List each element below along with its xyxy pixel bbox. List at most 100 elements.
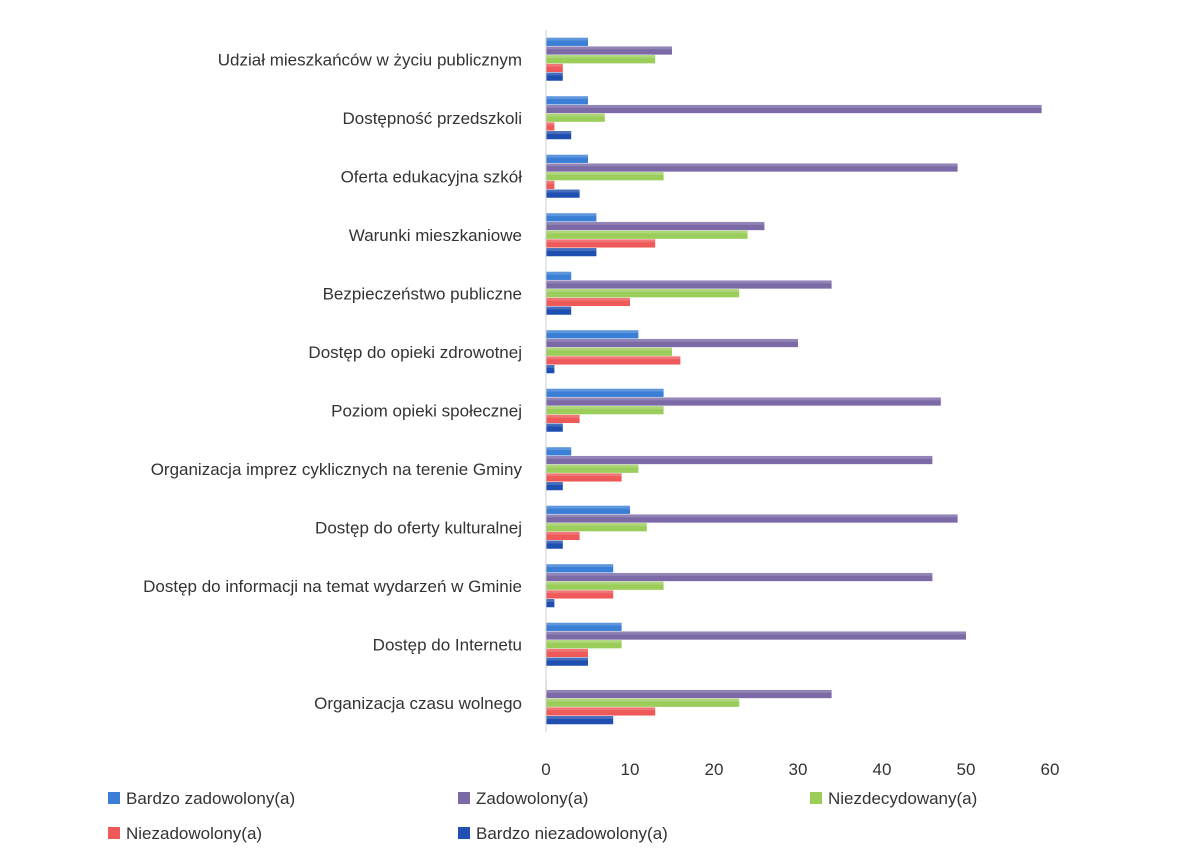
bar [546,599,555,608]
bar [546,172,664,181]
bar-highlight [546,523,647,527]
bar-highlight [546,707,656,711]
x-tick-label: 0 [541,760,550,779]
bar-group [546,213,765,257]
bar-group [546,96,1042,140]
bar [546,338,798,348]
bar-highlight [546,423,563,427]
bar-highlight [546,406,664,410]
legend-item: Bardzo niezadowolony(a) [458,824,668,843]
legend-swatch [810,792,822,804]
bar-highlight [546,689,832,693]
bar-highlight [546,248,597,251]
legend: Bardzo zadowolony(a) Zadowolony(a) Niezdec… [108,789,977,843]
bar [546,464,639,473]
bar-highlight [546,356,681,360]
bar-highlight [546,338,798,342]
bar-highlight [546,271,572,275]
bar [546,365,555,374]
bar [546,239,656,248]
bar [546,37,588,46]
bar-highlight [546,414,580,418]
bar [546,581,664,590]
bar-highlight [546,716,614,719]
bar [546,113,605,122]
bar [546,473,622,482]
bar [546,397,941,406]
x-tick-label: 20 [705,760,724,779]
bar [546,540,563,549]
x-tick-label: 60 [1041,760,1060,779]
bar-highlight [546,540,563,544]
bar-highlight [546,239,656,243]
bar [546,356,681,365]
bar-highlight [546,564,614,568]
bar [546,46,672,55]
bar-highlight [546,230,748,234]
bar-highlight [546,622,622,626]
bar-highlight [546,531,580,535]
bar-highlight [546,221,765,225]
legend-swatch [458,827,470,839]
bar-highlight [546,72,563,76]
bar-group [546,271,832,315]
category-label: Warunki mieszkaniowe [349,226,522,245]
bar-group [546,447,933,491]
bar-group [546,388,941,432]
bar-highlight [546,55,656,59]
bar [546,622,622,631]
bar [546,154,588,163]
bar [546,289,740,298]
bar-highlight [546,289,740,293]
bar [546,631,966,640]
bar [546,514,958,523]
bar [546,640,622,649]
bar-highlight [546,599,555,602]
bar-highlight [546,131,572,134]
bar-highlight [546,280,832,284]
bar-highlight [546,96,588,100]
bar-group [546,505,958,549]
legend-label: Zadowolony(a) [476,789,588,808]
bar-highlight [546,163,958,167]
bar [546,230,748,239]
bar [546,96,588,105]
bar-highlight [546,122,555,126]
category-label: Dostęp do opieki zdrowotnej [308,343,522,362]
bar-highlight [546,464,639,468]
bar [546,104,1042,114]
bar-highlight [546,590,614,594]
bar-group [546,154,958,198]
x-tick-label: 10 [621,760,640,779]
bar [546,297,630,307]
bar-highlight [546,37,588,41]
bar [546,406,664,415]
bar [546,689,832,699]
bar [546,213,597,222]
bar [546,280,832,289]
bar-highlight [546,640,622,644]
bar [546,330,639,339]
bar-highlight [546,572,933,576]
bar-highlight [546,172,664,176]
x-tick-label: 30 [789,760,808,779]
bar-highlight [546,397,941,401]
bar [546,564,614,573]
category-label: Organizacja imprez cyklicznych na tereni… [151,460,523,479]
bar-group [546,37,672,81]
bar [546,657,588,666]
bar [546,131,572,140]
bar [546,423,563,432]
bar [546,388,664,397]
bar-highlight [546,63,563,67]
category-label: Oferta edukacyjna szkół [341,167,523,186]
bar-highlight [546,180,555,184]
bar-highlight [546,104,1042,108]
bar-highlight [546,297,630,301]
legend-swatch [458,792,470,804]
bar [546,248,597,257]
bar [546,590,614,599]
bar-highlight [546,113,605,117]
bar-group [546,681,832,725]
